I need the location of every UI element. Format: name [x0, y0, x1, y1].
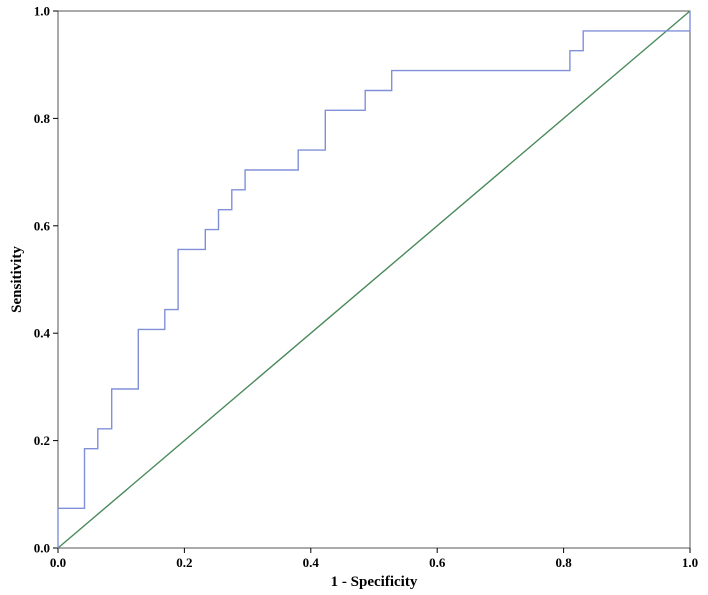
- x-axis-title: 1 - Specificity: [331, 574, 418, 590]
- x-axis-ticks: 0.0 0.2 0.4 0.6 0.8 1.0: [50, 548, 698, 570]
- x-tick-label: 1.0: [682, 555, 698, 570]
- reference-diagonal-line: [57, 10, 691, 549]
- x-tick-label: 0.0: [50, 555, 66, 570]
- y-tick-label: 0.2: [34, 433, 50, 448]
- y-tick-label: 0.4: [34, 326, 51, 341]
- y-tick-label: 1.0: [34, 4, 50, 19]
- roc-curve-line: [57, 11, 691, 548]
- y-axis-title: Sensitivity: [9, 246, 25, 313]
- plot-area: 0.0 0.2 0.4 0.6 0.8 1.0 0.0 0.2 0.4 0.6 0.8 1.0: [34, 4, 698, 571]
- y-tick-label: 0.6: [34, 218, 51, 233]
- plot-frame: [57, 10, 691, 549]
- x-tick-label: 0.6: [429, 555, 446, 570]
- x-tick-label: 0.2: [176, 555, 192, 570]
- y-tick-label: 0.8: [34, 111, 51, 126]
- x-tick-label: 0.4: [303, 555, 320, 570]
- y-tick-label: 0.0: [34, 541, 50, 556]
- x-tick-label: 0.8: [555, 555, 572, 570]
- y-axis-ticks: 0.0 0.2 0.4 0.6 0.8 1.0: [34, 4, 58, 556]
